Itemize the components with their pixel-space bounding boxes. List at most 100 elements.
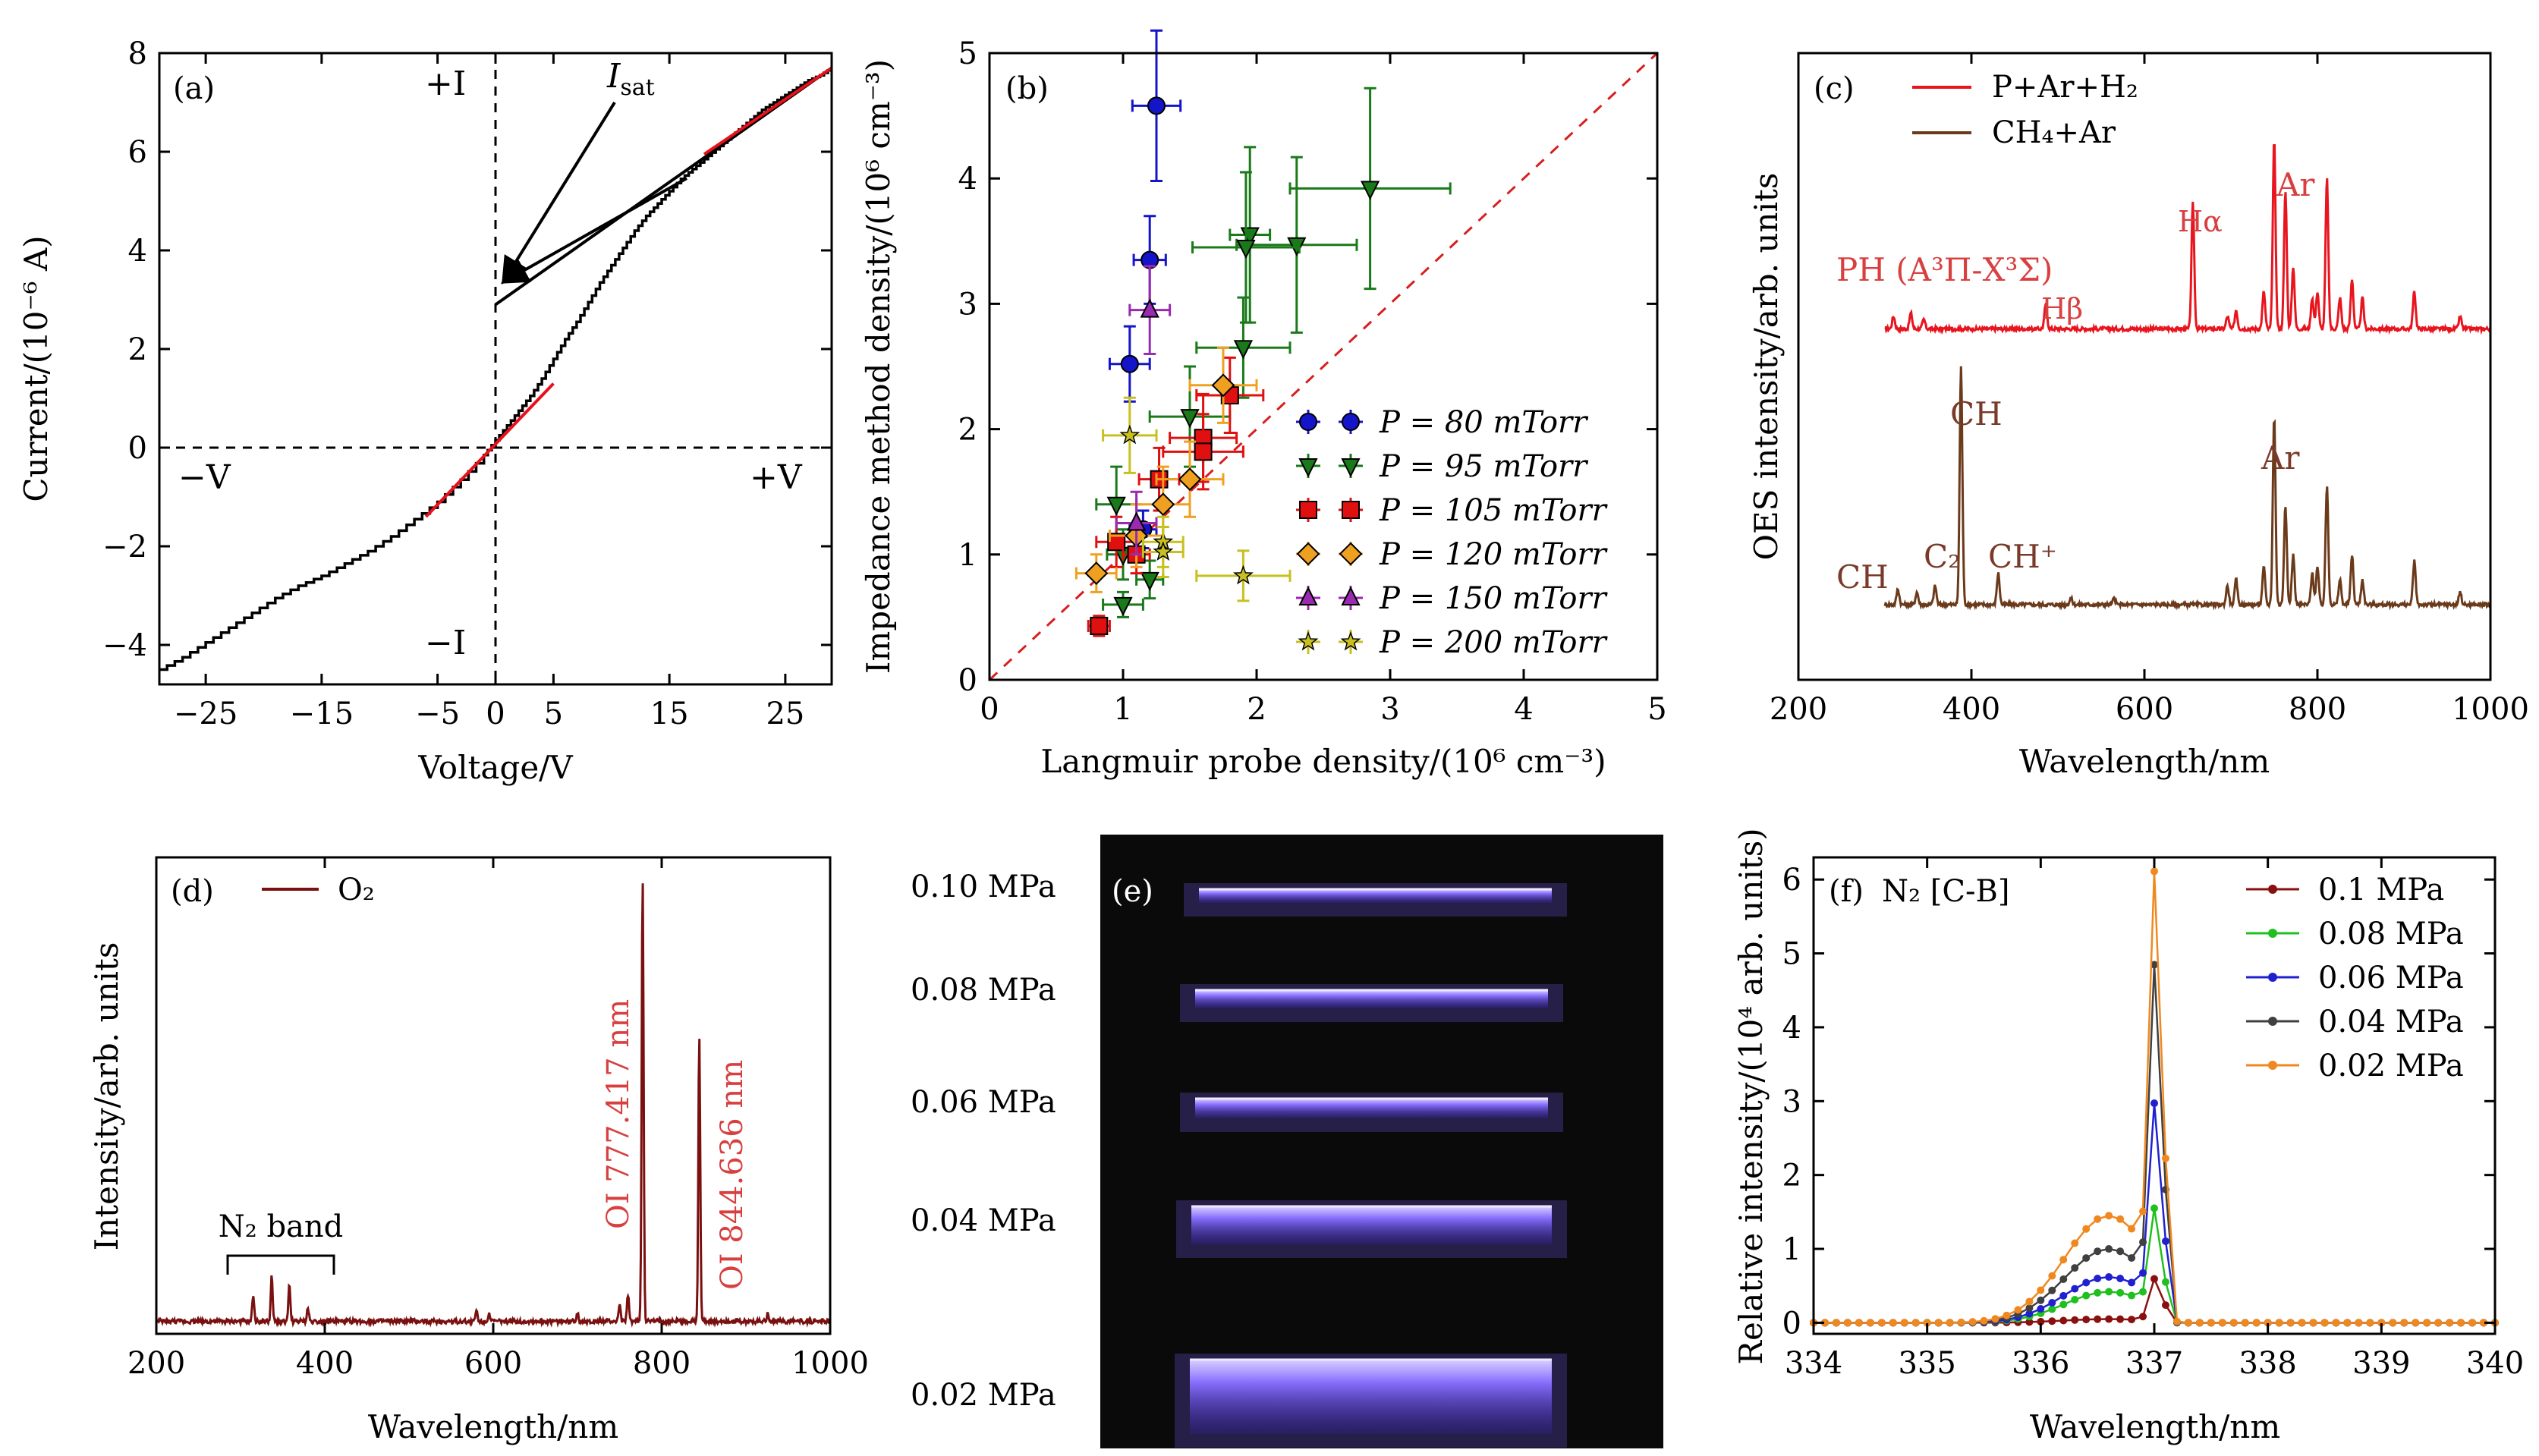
f-series-marker bbox=[2150, 1099, 2158, 1108]
f-series-marker bbox=[1900, 1319, 1908, 1327]
b-legend-marker bbox=[1298, 631, 1319, 651]
panel-c-ylabel: OES intensity/arb. units bbox=[1748, 173, 1785, 561]
c-xtick-label: 800 bbox=[2289, 692, 2346, 727]
f-series-marker bbox=[1980, 1316, 1988, 1325]
a-xtick-label: −5 bbox=[415, 697, 460, 731]
f-series-marker bbox=[2094, 1274, 2102, 1282]
panel-a-plot: −25 −15 −5 0 5 15 25 −4 −2 0 2 4 6 8 bbox=[102, 36, 833, 731]
panel-a-minus-i: −I bbox=[425, 624, 466, 662]
panel-b: 0 1 2 3 4 5 0 1 2 3 4 5 (b) P = 80 mTorr P = 95 mTor… bbox=[860, 29, 1667, 780]
f-series-marker bbox=[2161, 1237, 2169, 1245]
f-series-marker bbox=[2025, 1304, 2034, 1313]
f-series-marker bbox=[1877, 1319, 1886, 1327]
b-point bbox=[1232, 564, 1254, 585]
f-series-marker bbox=[2048, 1305, 2056, 1313]
b-point bbox=[1119, 424, 1141, 445]
ann-h-alpha: Hα bbox=[2178, 205, 2223, 238]
panel-a-minus-v: −V bbox=[178, 458, 231, 497]
ann-oi-844: OI 844.636 nm bbox=[715, 1060, 750, 1290]
f-series-marker bbox=[2105, 1245, 2113, 1253]
f-legend-marker bbox=[2268, 973, 2277, 982]
panel-f-frame bbox=[1812, 856, 2497, 1335]
b-xtick-label: 4 bbox=[1514, 692, 1533, 727]
f-series-marker bbox=[2037, 1305, 2045, 1313]
b-ytick-label: 2 bbox=[958, 413, 977, 448]
f-series-marker bbox=[2139, 1313, 2147, 1321]
f-series-marker bbox=[2468, 1319, 2477, 1327]
f-series-marker bbox=[2059, 1256, 2068, 1264]
f-series-marker bbox=[2377, 1319, 2386, 1327]
f-series-marker bbox=[2025, 1318, 2034, 1326]
b-legend-marker bbox=[1339, 542, 1363, 566]
ann-h-beta: Hβ bbox=[2041, 292, 2083, 325]
panel-a-xlabel: Voltage/V bbox=[417, 749, 573, 786]
f-ytick-label: 6 bbox=[1782, 863, 1801, 898]
b-point bbox=[1126, 511, 1147, 531]
f-xtick-label: 334 bbox=[1785, 1346, 1842, 1381]
f-series-marker bbox=[2332, 1319, 2340, 1327]
b-legend-marker bbox=[1341, 586, 1361, 605]
f-series-marker bbox=[1866, 1319, 1874, 1327]
c-xtick-label: 1000 bbox=[2452, 692, 2529, 727]
panel-f-label-text: (f) bbox=[1829, 874, 1864, 909]
f-series-marker bbox=[2139, 1288, 2147, 1296]
b-legend-marker bbox=[1296, 542, 1320, 566]
ann-ch-top: CH bbox=[1950, 395, 2003, 432]
f-series-marker bbox=[2071, 1296, 2079, 1304]
f-xtick-label: 340 bbox=[2466, 1346, 2524, 1381]
e-discharge-band bbox=[1199, 889, 1552, 903]
f-series-marker bbox=[2446, 1319, 2454, 1327]
f-series-marker bbox=[2128, 1278, 2136, 1287]
f-series-marker bbox=[2048, 1317, 2056, 1325]
f-series-marker bbox=[2128, 1225, 2136, 1233]
f-series-marker bbox=[1957, 1318, 1965, 1326]
f-series-marker bbox=[2082, 1254, 2091, 1263]
c-xtick-label: 600 bbox=[2116, 692, 2173, 727]
f-series-marker bbox=[2150, 1204, 2158, 1212]
f-series-marker bbox=[2105, 1212, 2113, 1220]
f-series-marker bbox=[2128, 1291, 2136, 1300]
ann-ar-bottom: Ar bbox=[2261, 439, 2300, 476]
panel-d-xlabel: Wavelength/nm bbox=[368, 1408, 618, 1445]
panel-e: (e) 0.10 MPa 0.08 MPa 0.06 MPa 0.04 MPa 0.02… bbox=[911, 835, 1663, 1448]
b-point bbox=[1233, 340, 1254, 360]
panel-b-legend: P = 80 mTorr P = 95 mTorr P = 105 mTorr P =… bbox=[1296, 405, 1609, 660]
f-series-marker bbox=[2094, 1247, 2102, 1256]
f-series-marker bbox=[2116, 1215, 2125, 1223]
panel-d-ylabel: Intensity/arb. units bbox=[88, 942, 125, 1251]
d-xtick-label: 1000 bbox=[791, 1346, 869, 1381]
a-ytick-label: 2 bbox=[128, 332, 147, 367]
b-point bbox=[1211, 373, 1235, 398]
b-legend-label: P = 200 mTorr bbox=[1379, 625, 1609, 660]
b-point bbox=[1107, 533, 1126, 552]
f-series-marker bbox=[2275, 1319, 2283, 1327]
b-legend-marker bbox=[1340, 631, 1361, 651]
b-ytick-label: 3 bbox=[958, 287, 977, 322]
discharge-photo bbox=[1100, 835, 1663, 1448]
f-series-marker bbox=[2457, 1319, 2465, 1327]
b-legend-marker bbox=[1299, 413, 1317, 431]
f-series-marker bbox=[2400, 1319, 2408, 1327]
f-series-marker bbox=[2071, 1239, 2079, 1247]
ann-ph: PH (A³Π-X³Σ) bbox=[1836, 251, 2053, 288]
f-series-marker bbox=[1991, 1315, 1999, 1323]
b-point bbox=[1106, 496, 1126, 516]
f-series-line bbox=[1814, 1275, 2495, 1324]
f-legend-marker bbox=[2268, 1061, 2277, 1070]
ann-oi-777: OI 777.417 nm bbox=[601, 999, 636, 1229]
f-series-marker bbox=[2059, 1316, 2068, 1325]
a-ytick-label: 4 bbox=[128, 234, 147, 269]
panel-c-plot: 200 400 600 800 1000 bbox=[1770, 53, 2529, 727]
b-ytick-label: 0 bbox=[958, 663, 977, 698]
f-xtick-label: 336 bbox=[2012, 1346, 2069, 1381]
f-series-marker bbox=[1923, 1319, 1931, 1327]
f-legend-marker bbox=[2268, 885, 2277, 894]
panel-a-frame bbox=[158, 52, 833, 686]
b-xtick-label: 1 bbox=[1113, 692, 1132, 727]
e-pressure-label: 0.04 MPa bbox=[911, 1203, 1056, 1238]
f-series-marker bbox=[2105, 1288, 2113, 1296]
f-series-marker bbox=[2071, 1264, 2079, 1272]
panel-c-xlabel: Wavelength/nm bbox=[2019, 743, 2270, 780]
f-series-marker bbox=[2286, 1319, 2295, 1327]
